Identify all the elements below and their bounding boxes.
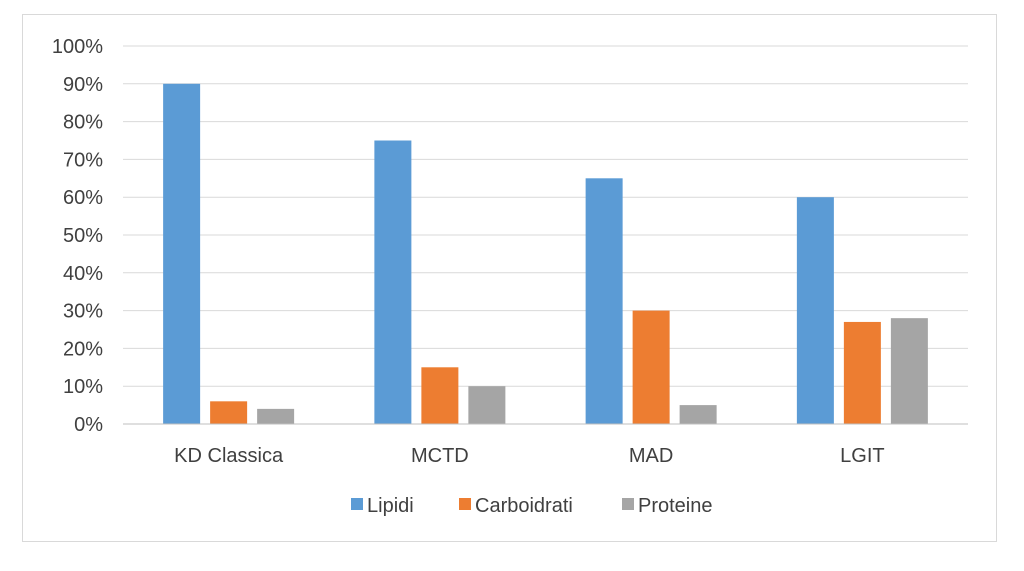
bar-carboidrati (210, 401, 248, 424)
bar-proteine (257, 408, 295, 424)
y-tick-label: 30% (63, 301, 103, 323)
bar-lipidi (163, 83, 201, 425)
x-category-label: MAD (629, 445, 673, 467)
y-tick-label: 50% (63, 225, 103, 247)
y-tick-label: 40% (63, 263, 103, 285)
y-tick-label: 80% (63, 112, 103, 134)
legend-swatch-carboidrati (459, 498, 471, 510)
y-tick-label: 20% (63, 338, 103, 360)
bar-lipidi (374, 140, 412, 424)
bar-lipidi (585, 178, 623, 424)
x-category-label: KD Classica (174, 445, 284, 467)
legend-label: Proteine (638, 495, 713, 517)
x-category-label: MCTD (411, 445, 469, 467)
bar-carboidrati (421, 367, 459, 424)
y-tick-label: 70% (63, 149, 103, 171)
bar-carboidrati (632, 310, 670, 424)
bar-proteine (468, 386, 506, 424)
y-tick-label: 100% (52, 36, 103, 58)
bar-proteine (890, 318, 928, 424)
y-tick-label: 0% (74, 414, 103, 436)
y-tick-label: 90% (63, 74, 103, 96)
y-tick-label: 60% (63, 187, 103, 209)
legend-label: Carboidrati (475, 495, 573, 517)
y-tick-label: 10% (63, 376, 103, 398)
legend-swatch-lipidi (351, 498, 363, 510)
x-category-label: LGIT (840, 445, 884, 467)
legend-label: Lipidi (367, 495, 414, 517)
bar-lipidi (796, 197, 834, 424)
bar-carboidrati (843, 321, 881, 424)
legend-swatch-proteine (622, 498, 634, 510)
bar-proteine (679, 405, 717, 424)
